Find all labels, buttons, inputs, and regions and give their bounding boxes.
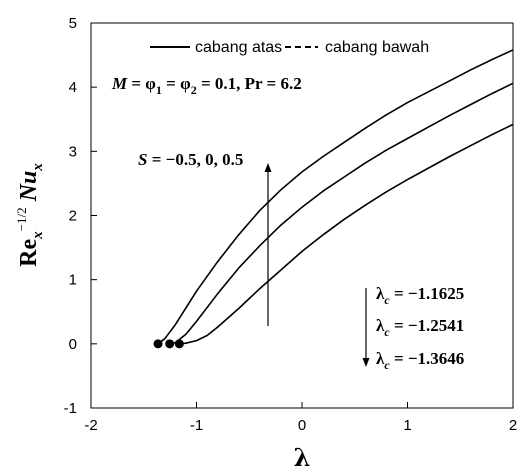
s-arrowhead bbox=[264, 163, 272, 172]
critical-points bbox=[153, 339, 184, 349]
parameter-annotation: M = φ1 = φ2 = 0.1, Pr = 6.2 bbox=[111, 74, 302, 97]
x-tick-label: 2 bbox=[509, 417, 517, 434]
critical-point-marker bbox=[174, 339, 184, 349]
x-tick-label: -1 bbox=[190, 417, 203, 434]
legend: cabang atas cabang bawah bbox=[150, 39, 429, 56]
x-axis-label: λ bbox=[294, 443, 311, 472]
series-line-s-neg0p5 bbox=[179, 123, 514, 345]
x-tick-label: -2 bbox=[84, 417, 97, 434]
y-tick-label: -1 bbox=[64, 400, 77, 417]
y-tick-label: 2 bbox=[69, 208, 77, 225]
critical-point-marker bbox=[165, 339, 175, 349]
y-tick-label: 0 bbox=[69, 336, 77, 353]
x-tick-label: 1 bbox=[403, 417, 411, 434]
series-group bbox=[157, 49, 514, 345]
x-tick-label: 0 bbox=[298, 417, 306, 434]
legend-item-cabang-atas: cabang atas bbox=[195, 39, 282, 56]
series-line-s-0 bbox=[169, 82, 514, 345]
y-tick-label: 1 bbox=[69, 272, 77, 289]
lambda-c-label-1: λc = −1.1625 bbox=[376, 284, 464, 307]
y-tick-label: 3 bbox=[69, 143, 77, 160]
s-parameter-annotation: S = −0.5, 0, 0.5 bbox=[138, 150, 243, 169]
lambda-c-arrowhead bbox=[362, 358, 370, 367]
x-axis: -2 -1 0 1 2 bbox=[84, 402, 517, 434]
lambda-c-label-2: λc = −1.2541 bbox=[376, 316, 464, 339]
lambda-c-label-3: λc = −1.3646 bbox=[376, 349, 464, 372]
critical-point-marker bbox=[153, 339, 163, 349]
legend-item-cabang-bawah: cabang bawah bbox=[325, 39, 429, 56]
svg-text:Rex−1/2 Nux: Rex−1/2 Nux bbox=[14, 163, 46, 267]
y-tick-label: 5 bbox=[69, 15, 77, 32]
y-axis: -1 0 1 2 3 4 5 bbox=[64, 15, 97, 417]
y-axis-label: Rex−1/2 Nux bbox=[14, 163, 46, 267]
y-tick-label: 4 bbox=[69, 79, 77, 96]
series-line-s-0p5 bbox=[157, 49, 514, 345]
